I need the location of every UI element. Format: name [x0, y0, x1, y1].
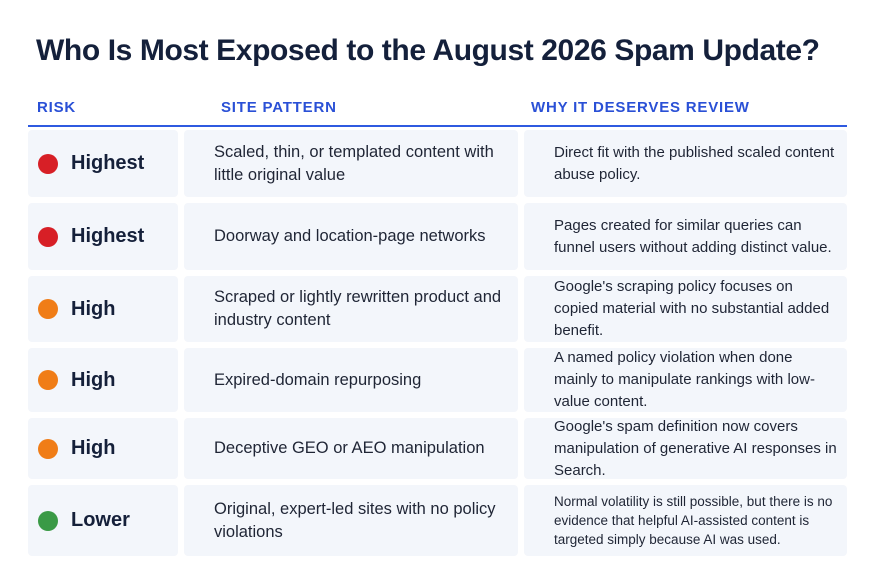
pattern-cell: Original, expert-led sites with no polic…: [184, 485, 518, 556]
risk-dot-red-icon: [38, 226, 58, 247]
why-cell: Direct fit with the published scaled con…: [524, 130, 847, 197]
risk-cell: High: [28, 276, 178, 342]
site-pattern: Expired-domain repurposing: [214, 370, 422, 389]
pattern-cell: Scraped or lightly rewritten product and…: [184, 276, 518, 342]
pattern-cell: Expired-domain repurposing: [184, 348, 518, 412]
risk-cell: High: [28, 348, 178, 412]
site-pattern: Original, expert-led sites with no polic…: [214, 499, 496, 541]
pattern-cell: Deceptive GEO or AEO manipulation: [184, 418, 518, 479]
risk-dot-orange-icon: [38, 370, 58, 390]
column-header-risk: RISK: [37, 99, 77, 116]
why-cell: Google's spam definition now covers mani…: [524, 418, 847, 479]
page-title: Who Is Most Exposed to the August 2026 S…: [36, 34, 820, 67]
table-row: Highest Doorway and location-page networ…: [28, 203, 847, 270]
risk-cell: Highest: [28, 130, 178, 197]
risk-dot-red-icon: [38, 153, 58, 174]
risk-cell: Highest: [28, 203, 178, 270]
risk-level: Highest: [71, 225, 145, 247]
site-pattern: Scaled, thin, or templated content with …: [214, 142, 494, 184]
column-header-why: WHY IT DESERVES REVIEW: [531, 99, 750, 116]
risk-cell: Lower: [28, 485, 178, 556]
review-reason: Google's spam definition now covers mani…: [554, 417, 837, 479]
risk-dot-orange-icon: [38, 438, 58, 459]
risk-level: Lower: [71, 509, 130, 531]
review-reason: Normal volatility is still possible, but…: [554, 494, 833, 547]
column-header-site-pattern: SITE PATTERN: [221, 99, 337, 116]
why-cell: Normal volatility is still possible, but…: [524, 485, 847, 556]
table-row: Highest Scaled, thin, or templated conte…: [28, 130, 847, 197]
review-reason: Direct fit with the published scaled con…: [554, 143, 835, 183]
why-cell: Pages created for similar queries can fu…: [524, 203, 847, 270]
table-row: High Deceptive GEO or AEO manipulation G…: [28, 418, 847, 479]
risk-dot-green-icon: [38, 510, 58, 531]
table-row: Lower Original, expert-led sites with no…: [28, 485, 847, 556]
risk-level: High: [71, 297, 116, 320]
risk-dot-orange-icon: [38, 299, 58, 319]
table-row: High Scraped or lightly rewritten produc…: [28, 276, 847, 342]
site-pattern: Deceptive GEO or AEO manipulation: [214, 439, 485, 457]
pattern-cell: Scaled, thin, or templated content with …: [184, 130, 518, 197]
risk-level: High: [71, 368, 116, 391]
header-divider: [28, 125, 847, 127]
review-reason: A named policy violation when done mainl…: [554, 349, 815, 410]
risk-level: High: [71, 437, 116, 459]
table-row: High Expired-domain repurposing A named …: [28, 348, 847, 412]
why-cell: A named policy violation when done mainl…: [524, 348, 847, 412]
review-reason: Pages created for similar queries can fu…: [554, 216, 832, 256]
site-pattern: Doorway and location-page networks: [214, 227, 486, 245]
risk-level: Highest: [71, 152, 145, 174]
why-cell: Google's scraping policy focuses on copi…: [524, 276, 847, 342]
review-reason: Google's scraping policy focuses on copi…: [554, 278, 830, 339]
pattern-cell: Doorway and location-page networks: [184, 203, 518, 270]
site-pattern: Scraped or lightly rewritten product and…: [214, 288, 502, 329]
risk-cell: High: [28, 418, 178, 479]
